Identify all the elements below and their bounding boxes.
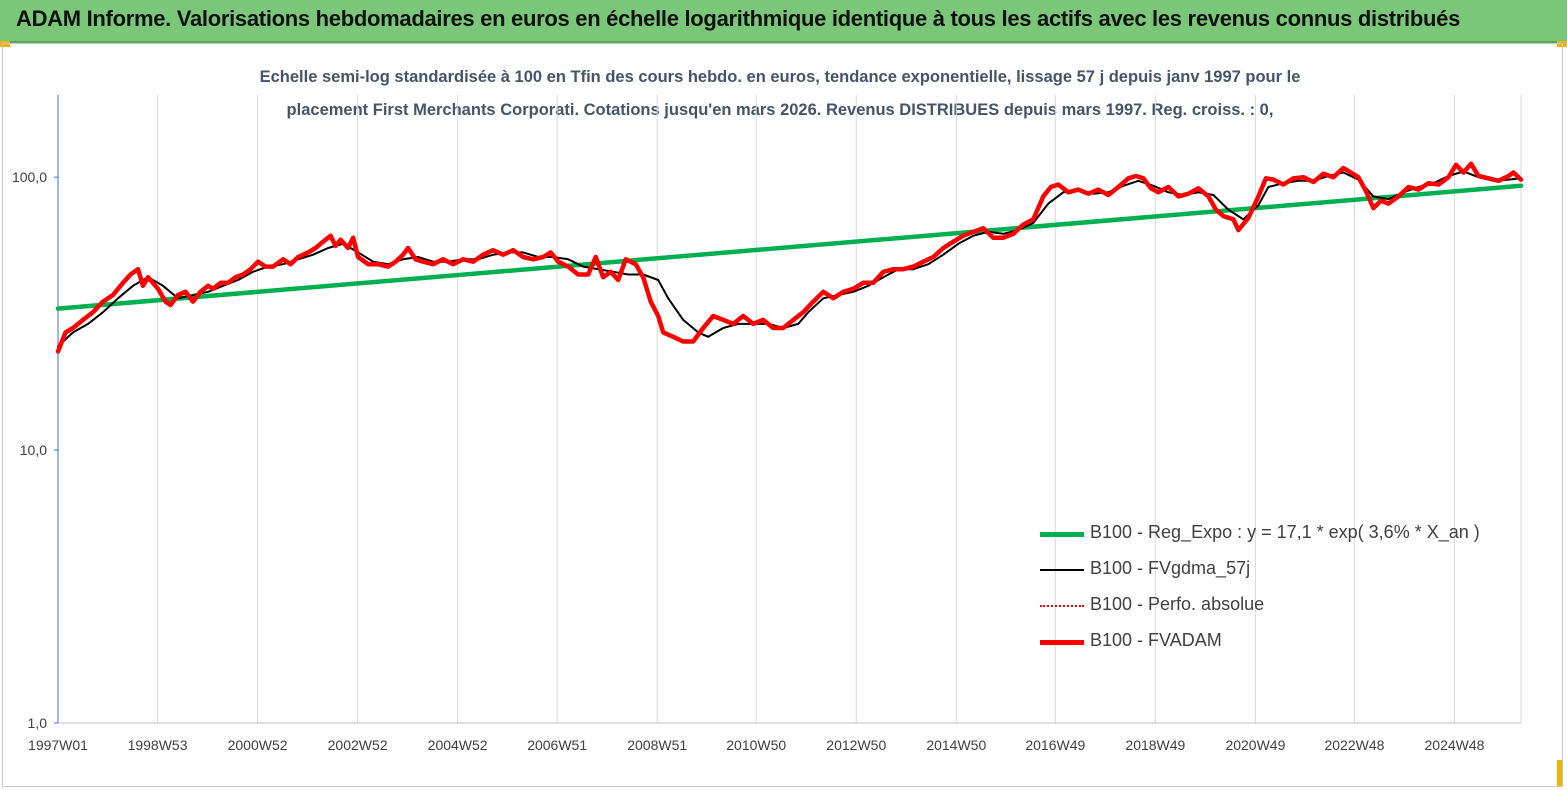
legend-label-fvadam: B100 - FVADAM — [1090, 630, 1222, 650]
x-tick-label: 2014W50 — [926, 737, 986, 753]
x-tick-label: 2006W51 — [527, 737, 587, 753]
y-tick-label: 1,0 — [28, 715, 48, 731]
y-tick-label: 10,0 — [20, 442, 47, 458]
header-bar: ADAM Informe. Valorisations hebdomadaire… — [0, 0, 1567, 43]
series-layer — [55, 161, 1524, 354]
legend-label-reg-expo: B100 - Reg_Expo : y = 17,1 * exp( 3,6% *… — [1090, 522, 1480, 542]
x-tick-label: 2022W48 — [1324, 737, 1384, 753]
legend-swatch-reg-expo — [1040, 532, 1084, 537]
chart-frame — [2, 43, 1563, 787]
series-line-1 — [57, 170, 1522, 348]
tick-label-layer: 1997W01 1998W53 2000W52 2002W52 2004W52 2006W… — [12, 169, 1485, 753]
axis-layer — [54, 95, 1521, 724]
series-line-0 — [55, 183, 1524, 311]
series-line-3 — [55, 161, 1524, 354]
page-title: ADAM Informe. Valorisations hebdomadaire… — [16, 6, 1461, 31]
x-tick-label: 2002W52 — [328, 737, 388, 753]
legend-swatch-fvadam — [1040, 640, 1084, 645]
chart-subtitle-line1: Echelle semi-log standardisée à 100 en T… — [259, 68, 1301, 86]
legend-swatch-fvgdma — [1040, 569, 1084, 571]
x-tick-label: 2010W50 — [726, 737, 786, 753]
legend-label-fvgdma: B100 - FVgdma_57j — [1090, 558, 1251, 578]
x-tick-label: 2000W52 — [228, 737, 288, 753]
chart-subtitle-line2: placement First Merchants Corporati. Cot… — [286, 101, 1274, 119]
x-tick-label: 2012W50 — [826, 737, 886, 753]
y-tick-label: 100,0 — [12, 169, 47, 185]
corner-marker-top-left — [0, 41, 10, 47]
corner-marker-bottom-right — [1557, 760, 1563, 786]
x-tick-label: 1998W53 — [128, 737, 188, 753]
grid-layer — [157, 95, 1522, 723]
legend-label-perfo: B100 - Perfo. absolue — [1090, 594, 1265, 614]
x-tick-label: 2020W49 — [1225, 737, 1285, 753]
x-tick-label: 2016W49 — [1025, 737, 1085, 753]
x-tick-label: 2018W49 — [1125, 737, 1185, 753]
legend-swatch-perfo — [1040, 605, 1084, 607]
x-tick-label: 2024W48 — [1425, 737, 1485, 753]
x-tick-label: 2008W51 — [627, 737, 687, 753]
x-tick-label: 2004W52 — [428, 737, 488, 753]
x-tick-label: 1997W01 — [28, 737, 88, 753]
